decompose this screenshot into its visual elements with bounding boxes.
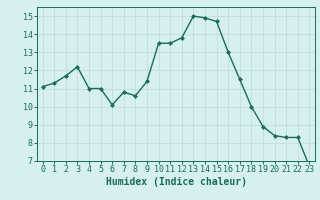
X-axis label: Humidex (Indice chaleur): Humidex (Indice chaleur)	[106, 177, 246, 187]
